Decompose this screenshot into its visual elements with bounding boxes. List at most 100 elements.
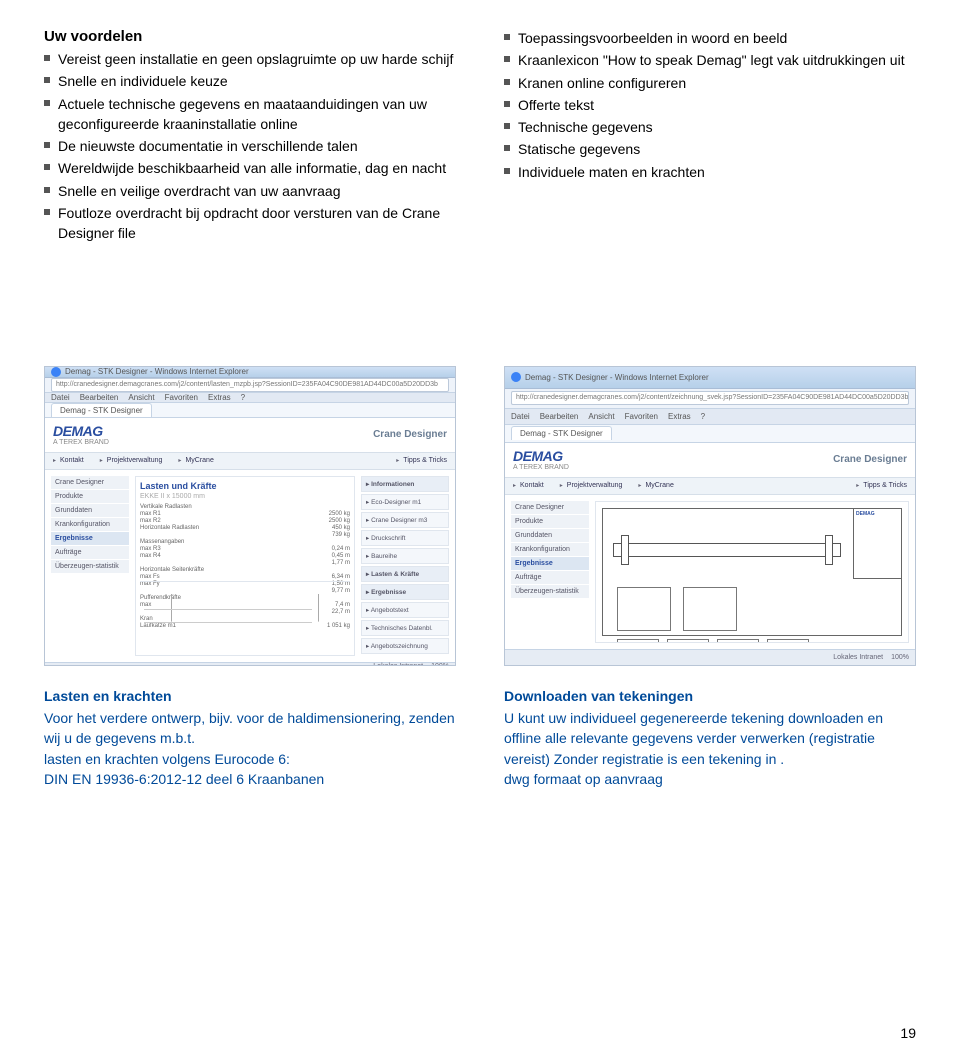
menu-item: Favoriten bbox=[165, 393, 198, 402]
screenshot-lasten: Demag - STK Designer - Windows Internet … bbox=[44, 366, 456, 666]
ie-icon bbox=[51, 367, 61, 377]
menu-item: ? bbox=[701, 412, 705, 421]
sidebar-item: Überzeugen-statistik bbox=[51, 560, 129, 574]
menu-item: Favoriten bbox=[625, 412, 658, 421]
panel-sub: EKKE II x 15000 mm bbox=[140, 493, 350, 500]
caption-left: Lasten en krachten Voor het verdere ontw… bbox=[44, 686, 456, 789]
window-titlebar: Demag - STK Designer - Windows Internet … bbox=[505, 367, 915, 389]
list-item: De nieuwste documentatie in verschillend… bbox=[44, 136, 456, 156]
list-item: Kranen online configureren bbox=[504, 73, 916, 93]
detail-view bbox=[617, 587, 671, 631]
demag-logo: DEMAG A TEREX BRAND bbox=[513, 448, 569, 471]
window-title: Demag - STK Designer - Windows Internet … bbox=[525, 373, 709, 382]
info-panel-item: ▸ Ergebnisse bbox=[361, 584, 449, 600]
menu-item: Datei bbox=[511, 412, 530, 421]
list-item: Kraanlexicon "How to speak Demag" legt v… bbox=[504, 50, 916, 70]
menu-item: Ansicht bbox=[588, 412, 614, 421]
ie-icon bbox=[511, 372, 521, 382]
list-item: Statische gegevens bbox=[504, 139, 916, 159]
caption-line: U kunt uw individueel gegenereerde teken… bbox=[504, 708, 916, 769]
menu-bar: Datei Bearbeiten Ansicht Favoriten Extra… bbox=[45, 393, 455, 403]
sidebar-item: Krankonfiguration bbox=[511, 543, 589, 557]
nav-item: ▸Kontakt bbox=[53, 457, 84, 464]
nav-item: ▸Kontakt bbox=[513, 482, 544, 489]
caption-right: Downloaden van tekeningen U kunt uw indi… bbox=[504, 686, 916, 789]
data-row: max R40,45 m bbox=[140, 553, 350, 559]
caption-line: DIN EN 19936-6:2012-12 deel 6 Kraanbanen bbox=[44, 769, 456, 789]
detail-view bbox=[617, 639, 659, 643]
logo-sub: A TEREX BRAND bbox=[513, 464, 569, 471]
nav-item: ▸Projektverwaltung bbox=[560, 482, 623, 489]
menu-item: Bearbeiten bbox=[80, 393, 119, 402]
end-carriage bbox=[825, 535, 833, 565]
drawing-frame: DEMAG bbox=[602, 508, 902, 636]
crane-beam bbox=[613, 543, 841, 557]
logo-text: DEMAG bbox=[513, 448, 563, 464]
nav-item: ▸MyCrane bbox=[178, 457, 213, 464]
list-item: Technische gegevens bbox=[504, 117, 916, 137]
end-carriage bbox=[621, 535, 629, 565]
browser-tab: Demag - STK Designer bbox=[511, 426, 612, 440]
sidebar-item: Crane Designer bbox=[51, 476, 129, 490]
menu-item: Extras bbox=[668, 412, 691, 421]
window-title: Demag - STK Designer - Windows Internet … bbox=[65, 367, 249, 376]
tab-strip: Demag - STK Designer bbox=[45, 403, 455, 418]
left-sidebar: Crane Designer Produkte Grunddaten Krank… bbox=[511, 501, 589, 643]
info-panel-item: ▸ Technisches Datenbl. bbox=[361, 620, 449, 636]
sidebar-item: Crane Designer bbox=[511, 501, 589, 515]
logo-sub: A TEREX BRAND bbox=[53, 439, 109, 446]
list-item: Snelle en individuele keuze bbox=[44, 71, 456, 91]
tab-strip: Demag - STK Designer bbox=[505, 425, 915, 443]
url-box: http://cranedesigner.demagcranes.com/j2/… bbox=[511, 391, 909, 405]
sidebar-item: Produkte bbox=[51, 490, 129, 504]
menu-item: ? bbox=[241, 393, 245, 402]
list-item: Toepassingsvoorbeelden in woord en beeld bbox=[504, 28, 916, 48]
status-bar: Lokales Intranet 100% bbox=[505, 649, 915, 665]
sidebar-item: Ergebnisse bbox=[51, 532, 129, 546]
caption-heading: Downloaden van tekeningen bbox=[504, 686, 916, 706]
list-item: Individuele maten en krachten bbox=[504, 162, 916, 182]
drawing-area: DEMAG bbox=[595, 501, 909, 643]
main-panel: Lasten und Kräfte EKKE II x 15000 mm Ver… bbox=[135, 476, 355, 656]
menu-bar: Datei Bearbeiten Ansicht Favoriten Extra… bbox=[505, 409, 915, 425]
caption-line: dwg formaat op aanvraag bbox=[504, 769, 916, 789]
info-panel-item: ▸ Crane Designer m3 bbox=[361, 512, 449, 528]
data-row: Massenangaben bbox=[140, 539, 350, 545]
info-panel-item: ▸ Druckschrift bbox=[361, 530, 449, 546]
crane-sketch bbox=[140, 581, 350, 651]
data-row: max R30,24 m bbox=[140, 546, 350, 552]
right-list: Toepassingsvoorbeelden in woord en beeld… bbox=[504, 28, 916, 182]
panel-title: Lasten und Kräfte bbox=[140, 481, 350, 491]
status-zone: Lokales Intranet bbox=[833, 654, 883, 661]
right-panel: ▸ Informationen▸ Eco-Designer m1▸ Crane … bbox=[361, 476, 449, 656]
detail-view bbox=[683, 587, 737, 631]
data-row: Vertikale Radlasten bbox=[140, 504, 350, 510]
list-item: Actuele technische gegevens en maataandu… bbox=[44, 94, 456, 135]
nav-item: ▸Tipps & Tricks bbox=[856, 482, 907, 489]
data-row: 1,77 m bbox=[140, 560, 350, 566]
list-item: Offerte tekst bbox=[504, 95, 916, 115]
nav-item: ▸MyCrane bbox=[638, 482, 673, 489]
info-panel-item: ▸ Baureihe bbox=[361, 548, 449, 564]
status-zoom: 100% bbox=[891, 654, 909, 661]
logo-text: DEMAG bbox=[53, 423, 103, 439]
app-nav: ▸Kontakt ▸Projektverwaltung ▸MyCrane ▸Ti… bbox=[45, 452, 455, 470]
sidebar-item: Aufträge bbox=[511, 571, 589, 585]
sidebar-item: Krankonfiguration bbox=[51, 518, 129, 532]
data-row: Horizontale Seitenkräfte bbox=[140, 567, 350, 573]
left-heading: Uw voordelen bbox=[44, 28, 456, 45]
browser-tab: Demag - STK Designer bbox=[51, 403, 152, 417]
left-list: Vereist geen installatie en geen opslagr… bbox=[44, 49, 456, 244]
info-panel-item: ▸ Lasten & Kräfte bbox=[361, 566, 449, 582]
app-nav: ▸Kontakt ▸Projektverwaltung ▸MyCrane ▸Ti… bbox=[505, 477, 915, 495]
list-item: Vereist geen installatie en geen opslagr… bbox=[44, 49, 456, 69]
sidebar-item: Grunddaten bbox=[51, 504, 129, 518]
list-item: Snelle en veilige overdracht van uw aanv… bbox=[44, 181, 456, 201]
info-panel-item: ▸ Angebotstext bbox=[361, 602, 449, 618]
list-item: Foutloze overdracht bij opdracht door ve… bbox=[44, 203, 456, 244]
info-panel-item: ▸ Angebotszeichnung bbox=[361, 638, 449, 654]
crane-designer-label: Crane Designer bbox=[833, 454, 907, 465]
url-box: http://cranedesigner.demagcranes.com/j2/… bbox=[51, 378, 449, 392]
menu-item: Datei bbox=[51, 393, 70, 402]
data-row: 739 kg bbox=[140, 532, 350, 538]
